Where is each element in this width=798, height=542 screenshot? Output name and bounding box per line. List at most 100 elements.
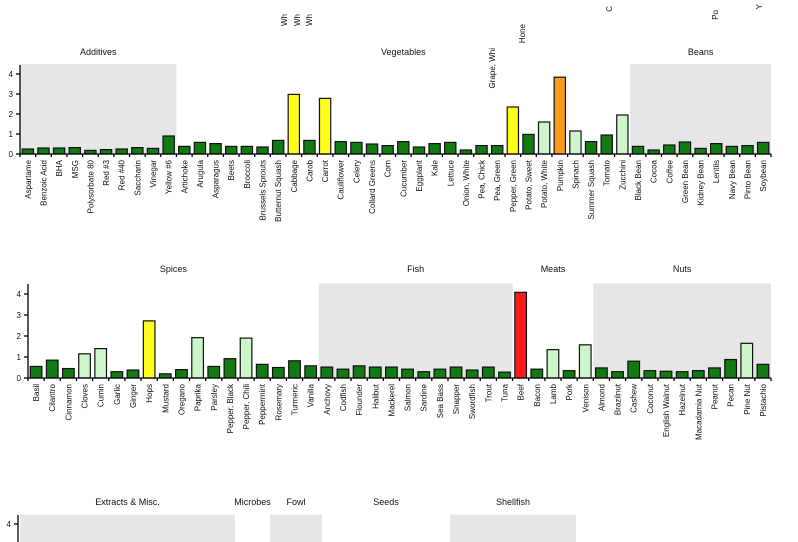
- y-tick-label: 4: [9, 70, 14, 79]
- category-label: Red #40: [118, 159, 127, 190]
- category-label: Kidney Bean: [697, 160, 706, 205]
- category-label: Benzoic Acid: [39, 160, 48, 206]
- category-label: Mustard: [161, 384, 170, 413]
- category-label: Pumpkin: [556, 160, 565, 191]
- category-label: Eggplant: [415, 159, 424, 191]
- bar: [659, 370, 673, 379]
- bar: [115, 148, 128, 155]
- chart-panel-2: Spices Basil Cilantro Cinnamon Cloves Cumin Ga…: [17, 264, 772, 440]
- y-tick-label: 2: [9, 110, 14, 119]
- category-label: Bacon: [533, 384, 542, 407]
- category-label: Zucchini: [618, 160, 627, 190]
- category-label: MSG: [71, 160, 80, 178]
- bar: [29, 365, 43, 379]
- group-title: Shellfish: [496, 497, 530, 507]
- category-label: Anchovy: [323, 384, 332, 415]
- bar: [490, 145, 504, 155]
- bar: [663, 144, 676, 155]
- category-label: Summer Squash: [587, 160, 596, 220]
- category-label: Cocoa: [650, 159, 659, 183]
- clipped-category-label: Po: [711, 9, 720, 19]
- category-label: BHA: [55, 159, 64, 176]
- group-title: Additives: [80, 47, 117, 57]
- bar: [725, 145, 739, 155]
- bar: [397, 141, 410, 155]
- bar: [99, 149, 113, 155]
- bar: [304, 365, 318, 379]
- category-label: Parsley: [210, 384, 219, 411]
- bar: [412, 146, 426, 155]
- category-label: Macadamia Nut: [694, 383, 703, 440]
- category-label: Mackerel: [387, 384, 396, 417]
- bar: [126, 369, 140, 379]
- bar: [336, 368, 350, 379]
- bar: [240, 145, 254, 155]
- bar: [381, 145, 394, 155]
- bar: [691, 370, 705, 379]
- category-label: Collard Greens: [368, 160, 377, 214]
- y-tick-label: 3: [9, 90, 14, 99]
- group-title: Fowl: [286, 497, 305, 507]
- group-title: Seeds: [373, 497, 399, 507]
- group-shade-0: [20, 64, 177, 154]
- bar: [191, 337, 205, 379]
- group-title: Vegetables: [381, 47, 426, 57]
- category-label: Aspartame: [24, 159, 33, 198]
- clipped-category-label: Y: [755, 3, 764, 9]
- bar: [678, 141, 692, 155]
- group-title: Nuts: [673, 264, 692, 274]
- bar: [514, 291, 528, 379]
- category-label: Vinegar: [149, 160, 158, 188]
- category-label: Cabbage: [290, 159, 299, 192]
- category-label: Sardine: [420, 383, 429, 411]
- bar: [110, 371, 124, 379]
- bar: [553, 76, 567, 155]
- category-label: Salmon: [404, 384, 413, 411]
- category-label: Soybean: [759, 160, 768, 192]
- category-label: Onion, White: [462, 159, 471, 206]
- category-label: Pea, Chick: [478, 159, 487, 199]
- bar: [475, 145, 488, 155]
- category-label: Trout: [484, 383, 493, 402]
- category-label: Sea Bass: [436, 384, 445, 418]
- bar: [334, 141, 347, 155]
- group-title: Beans: [688, 47, 714, 57]
- category-label: Lentils: [712, 160, 721, 183]
- category-label: Pistachio: [759, 383, 768, 416]
- category-label: Tomato: [603, 159, 612, 186]
- bar: [162, 135, 175, 155]
- category-label: Lettuce: [446, 159, 455, 186]
- category-label: Navy Bean: [728, 160, 737, 199]
- category-label: Hops: [145, 384, 154, 403]
- bar: [350, 141, 363, 155]
- clipped-category-label: Wh: [293, 14, 302, 26]
- category-label: Codfish: [339, 384, 348, 411]
- group-title: Spices: [160, 264, 188, 274]
- category-label: Basil: [32, 384, 41, 402]
- category-label: Garlic: [113, 384, 122, 405]
- category-label: Green Bean: [681, 160, 690, 203]
- bar: [417, 371, 431, 379]
- bar: [643, 370, 657, 379]
- bar: [61, 367, 75, 379]
- bar: [178, 145, 191, 155]
- bar: [131, 147, 144, 155]
- bar: [756, 363, 770, 379]
- category-label: Snapper: [452, 384, 461, 415]
- category-label: Kale: [431, 159, 440, 176]
- category-label: Halibut: [371, 383, 380, 409]
- bar: [710, 143, 723, 155]
- category-label: Beets: [227, 160, 236, 180]
- group-title: Extracts & Misc.: [95, 497, 160, 507]
- bar: [506, 106, 520, 155]
- bar: [288, 360, 301, 379]
- bar: [45, 359, 59, 379]
- category-label: Red #3: [102, 159, 111, 185]
- category-label: Cilantro: [48, 383, 57, 411]
- clipped-category-label: Grape, Whi: [488, 48, 497, 89]
- bar: [207, 365, 221, 379]
- bar: [318, 97, 332, 155]
- clipped-category-label: Wh: [305, 14, 314, 26]
- category-label: Almond: [597, 384, 606, 411]
- group-shade-2: [630, 64, 771, 154]
